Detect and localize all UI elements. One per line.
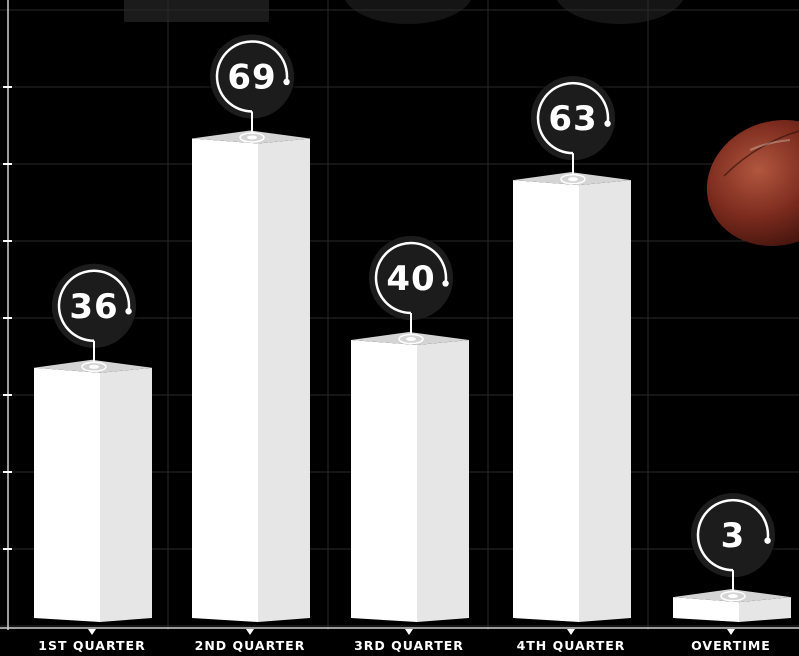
bar-target-dot — [247, 135, 257, 140]
bar-side — [417, 340, 469, 622]
category-2: 2ND QUARTER — [195, 629, 306, 653]
value-label: 36 — [69, 287, 118, 327]
badge-ring — [57, 269, 131, 343]
bars: 36 69 40 63 3 — [34, 34, 791, 622]
category-label: OVERTIME — [691, 638, 771, 653]
bar-target-dot — [728, 594, 738, 599]
bar-3: 40 — [351, 236, 469, 622]
category-1: 1ST QUARTER — [38, 629, 145, 653]
category-3: 3RD QUARTER — [354, 629, 464, 653]
bar-side — [579, 180, 631, 622]
category-5: OVERTIME — [691, 629, 771, 653]
category-marker — [567, 629, 575, 635]
bar-front — [351, 340, 417, 622]
bar-target-dot — [89, 364, 99, 369]
y-axis — [0, 0, 799, 630]
bar-4: 63 — [513, 76, 631, 622]
bar-5: 3 — [673, 493, 791, 622]
bar-side — [258, 138, 310, 622]
category-marker — [405, 629, 413, 635]
value-badge — [531, 76, 615, 161]
badge-ring-dot — [764, 537, 771, 544]
badge-ring-dot — [442, 280, 449, 287]
value-badge — [210, 34, 294, 119]
decor-circle-1 — [345, 0, 471, 24]
value-badge — [369, 236, 453, 320]
bar-1: 36 — [34, 263, 152, 622]
badge-ring-dot — [604, 120, 611, 127]
value-badge — [691, 493, 775, 578]
badge-ring-dot — [283, 78, 290, 86]
x-axis-labels: 1ST QUARTER 2ND QUARTER 3RD QUARTER 4TH QUA… — [38, 629, 771, 653]
badge-ring — [215, 40, 289, 113]
category-marker — [246, 629, 254, 635]
value-label: 69 — [227, 57, 276, 97]
value-label: 3 — [721, 516, 746, 556]
badge-ring — [536, 81, 610, 155]
bar-front — [192, 138, 258, 622]
bar-side — [100, 367, 152, 622]
category-marker — [88, 629, 96, 635]
top-decor — [124, 0, 683, 24]
badge-ring-dot — [125, 308, 132, 315]
bar-2: 69 — [192, 34, 310, 622]
category-label: 2ND QUARTER — [195, 638, 306, 653]
value-label: 40 — [386, 259, 435, 299]
value-badge — [52, 263, 136, 348]
category-4: 4TH QUARTER — [517, 629, 626, 653]
bar-front — [34, 367, 100, 622]
value-label: 63 — [548, 99, 597, 139]
bar-front — [513, 180, 579, 622]
category-label: 1ST QUARTER — [38, 638, 145, 653]
badge-ring — [696, 498, 770, 572]
category-marker — [727, 629, 735, 635]
football-icon — [706, 119, 799, 247]
decor-circle-2 — [557, 0, 683, 24]
bar-target-dot — [406, 337, 416, 341]
category-label: 4TH QUARTER — [517, 638, 626, 653]
decor-rect — [124, 0, 269, 22]
badge-ring — [374, 241, 448, 315]
bar-front — [673, 597, 739, 622]
category-label: 3RD QUARTER — [354, 638, 464, 653]
bar-side — [739, 597, 791, 622]
bar-target-dot — [568, 177, 578, 182]
